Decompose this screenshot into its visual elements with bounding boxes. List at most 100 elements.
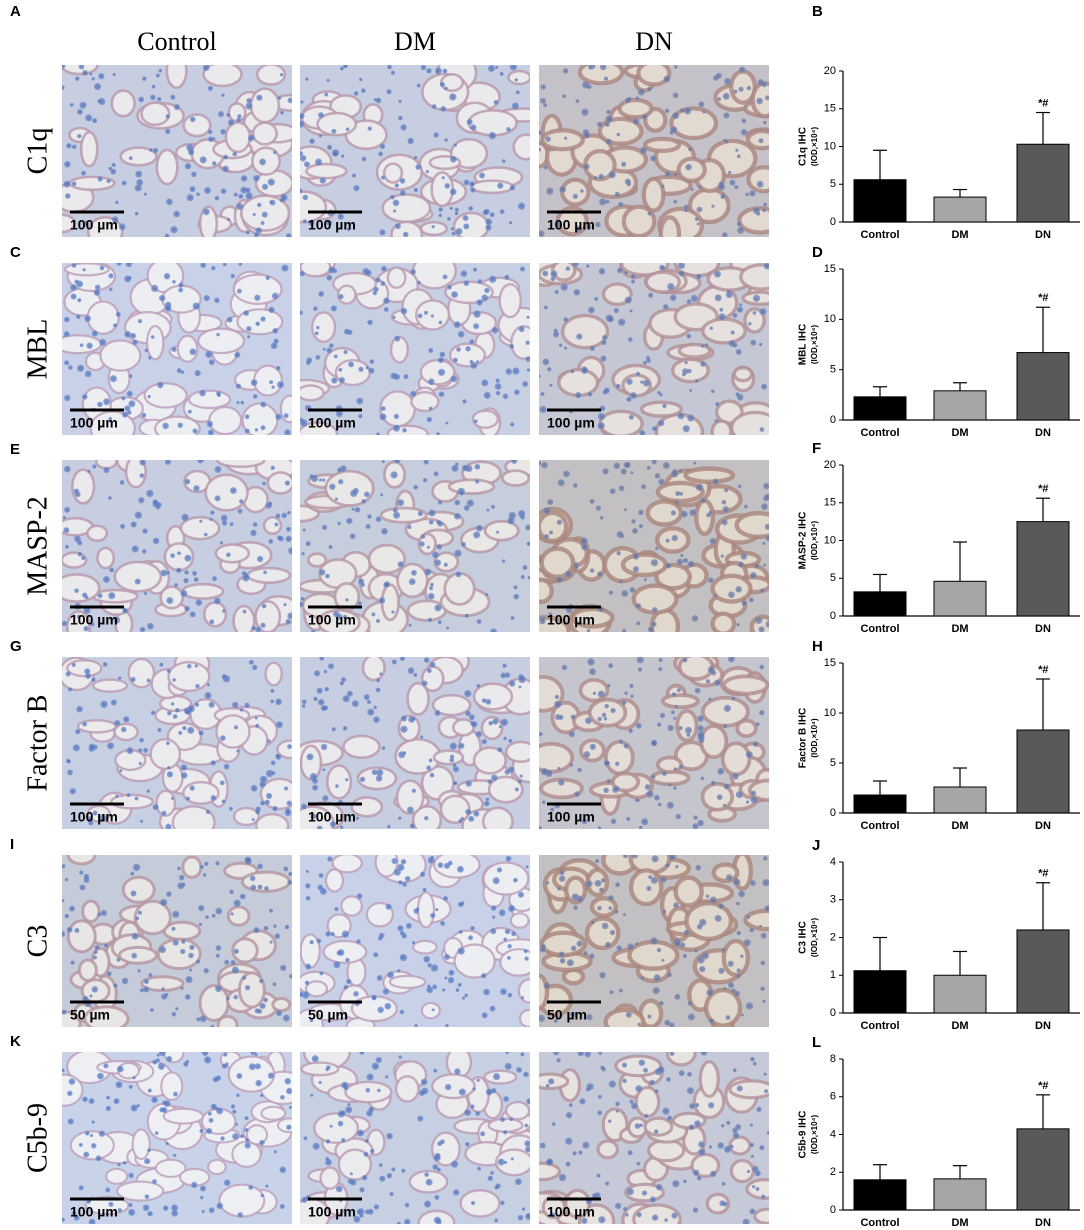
nucleus xyxy=(615,1101,620,1107)
nucleus xyxy=(444,138,448,142)
nucleus xyxy=(426,668,432,674)
tubule xyxy=(245,1124,269,1146)
nucleus xyxy=(83,606,91,614)
nucleus xyxy=(332,150,339,157)
nucleus xyxy=(121,180,127,186)
nucleus xyxy=(93,289,101,296)
nucleus xyxy=(300,150,304,157)
nucleus xyxy=(660,876,667,883)
nucleus xyxy=(557,766,561,771)
nucleus xyxy=(485,218,493,226)
nucleus xyxy=(430,314,434,318)
y-tick-label: 0 xyxy=(830,1204,836,1216)
nucleus xyxy=(667,282,675,291)
nucleus xyxy=(286,1124,292,1130)
tubule xyxy=(361,657,386,682)
nucleus xyxy=(603,716,608,721)
tubule xyxy=(207,1158,227,1176)
nucleus xyxy=(462,399,467,404)
nucleus xyxy=(468,935,474,941)
nucleus xyxy=(454,549,462,558)
nucleus xyxy=(654,1089,659,1094)
tubule xyxy=(143,382,188,409)
nucleus xyxy=(750,1056,755,1062)
tubule xyxy=(621,204,657,237)
nucleus xyxy=(198,905,205,912)
nucleus xyxy=(259,978,264,984)
nucleus xyxy=(288,871,292,877)
nucleus xyxy=(723,987,727,991)
nucleus xyxy=(399,178,406,184)
tubule xyxy=(660,693,700,710)
nucleus xyxy=(215,985,222,993)
nucleus xyxy=(371,1062,380,1070)
nucleus xyxy=(682,557,689,564)
nucleus xyxy=(319,177,327,184)
nucleus xyxy=(216,332,220,337)
nucleus xyxy=(79,101,87,109)
nucleus xyxy=(677,263,686,270)
nucleus xyxy=(378,597,386,604)
tubule xyxy=(601,282,633,307)
nucleus xyxy=(144,348,149,353)
nucleus xyxy=(426,765,432,771)
nucleus xyxy=(760,588,765,593)
nucleus xyxy=(88,1218,96,1224)
nucleus xyxy=(671,1212,678,1219)
nucleus xyxy=(489,212,495,218)
nucleus xyxy=(630,1102,638,1110)
y-tick-label: 15 xyxy=(824,657,836,669)
nucleus xyxy=(543,507,551,515)
nucleus xyxy=(522,381,529,387)
nucleus xyxy=(122,1161,127,1165)
nucleus xyxy=(128,156,133,161)
nucleus xyxy=(220,128,226,135)
nucleus xyxy=(436,520,441,525)
nucleus xyxy=(507,955,511,960)
nucleus xyxy=(588,66,592,70)
scale-bar-label: 100 µm xyxy=(308,1204,356,1220)
nucleus xyxy=(165,741,170,746)
nucleus xyxy=(403,374,409,380)
nucleus xyxy=(194,370,201,377)
nucleus xyxy=(248,1185,254,1190)
tubule xyxy=(382,162,404,184)
nucleus xyxy=(630,279,636,284)
nucleus xyxy=(420,1078,428,1086)
nucleus xyxy=(63,331,70,338)
nucleus xyxy=(605,941,611,948)
nucleus xyxy=(760,960,766,966)
nucleus xyxy=(540,84,546,90)
tubule xyxy=(62,1073,84,1107)
nucleus xyxy=(300,991,304,998)
nucleus xyxy=(626,816,631,822)
nucleus xyxy=(329,821,337,828)
nucleus xyxy=(228,806,233,811)
nucleus xyxy=(181,513,189,522)
tubule xyxy=(504,740,530,763)
nucleus xyxy=(580,189,584,193)
nucleus xyxy=(141,412,147,418)
tubule xyxy=(645,499,684,527)
nucleus xyxy=(214,495,221,502)
bar xyxy=(1016,1128,1070,1211)
nucleus xyxy=(740,1013,744,1017)
nucleus xyxy=(134,184,142,192)
nucleus xyxy=(609,488,616,495)
nucleus xyxy=(112,323,118,328)
nucleus xyxy=(230,960,236,966)
nucleus xyxy=(353,91,359,96)
nucleus xyxy=(225,552,231,558)
nucleus xyxy=(315,354,321,360)
nucleus xyxy=(562,68,569,74)
nucleus xyxy=(128,276,132,280)
nucleus xyxy=(220,188,227,195)
nucleus xyxy=(170,702,175,706)
nucleus xyxy=(376,432,380,435)
nucleus xyxy=(762,999,766,1003)
nucleus xyxy=(618,201,624,208)
nucleus xyxy=(260,1193,264,1198)
nucleus xyxy=(193,577,199,582)
nucleus xyxy=(587,658,595,666)
nucleus xyxy=(139,988,144,993)
